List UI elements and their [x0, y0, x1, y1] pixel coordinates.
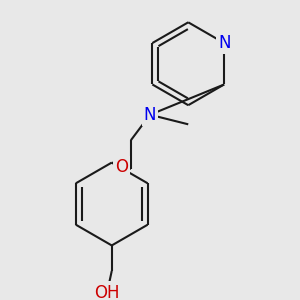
- Text: N: N: [144, 106, 156, 124]
- Text: O: O: [115, 158, 128, 176]
- Text: OH: OH: [94, 284, 120, 300]
- Text: N: N: [218, 34, 230, 52]
